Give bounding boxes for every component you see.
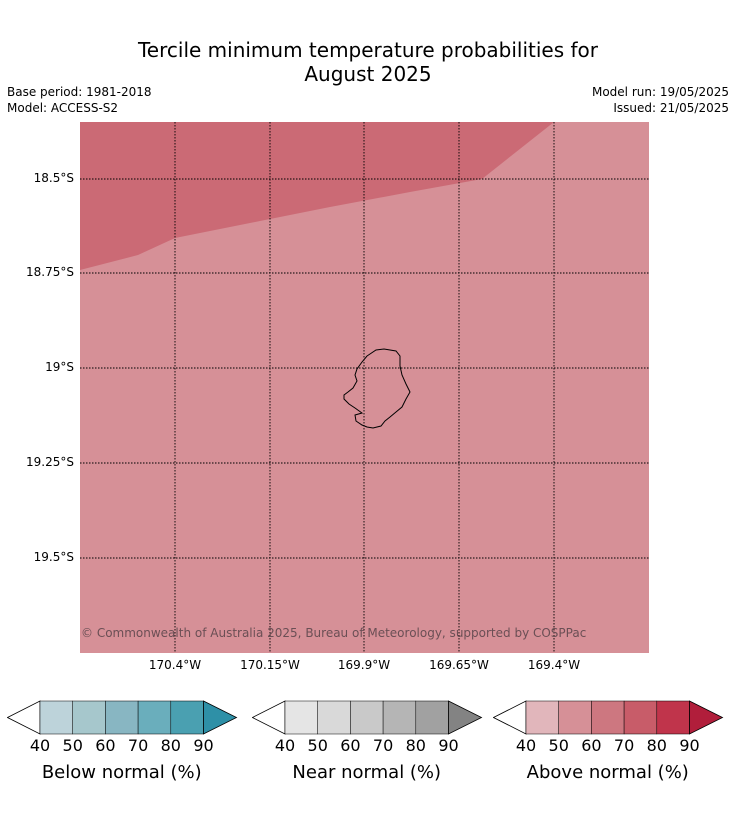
niue-island-outline (343, 348, 411, 429)
colorbar-tick-label: 80 (405, 736, 426, 755)
colorbar-strip (252, 700, 483, 735)
colorbar-tick-label: 90 (193, 736, 214, 755)
map-svg (80, 122, 649, 653)
colorbar-tick-label: 40 (29, 736, 51, 755)
meta-right: Model run: 19/05/2025 Issued: 21/05/2025 (592, 84, 729, 116)
colorbar-over-extension (448, 700, 483, 735)
colorbar-tick-label: 70 (372, 736, 394, 755)
colorbar-segment (105, 700, 139, 735)
colorbar-over-extension (689, 700, 724, 735)
colorbar-segment (350, 700, 384, 735)
lon-label: 169.9°W (337, 658, 391, 672)
colorbar-segment (558, 700, 592, 735)
base-period-text: Base period: 1981-2018 (7, 85, 152, 99)
lon-label: 169.65°W (429, 658, 489, 672)
colorbar-segment (525, 700, 559, 735)
colorbar-tick-label: 90 (438, 736, 459, 755)
colorbar-tick-label: 90 (679, 736, 700, 755)
colorbar-tick-label: 70 (613, 736, 635, 755)
colorbar-under-extension (7, 700, 41, 735)
lon-label: 170.4°W (148, 658, 202, 672)
meta-left: Base period: 1981-2018 Model: ACCESS-S2 (7, 84, 152, 116)
colorbar-label: Below normal (%) (41, 762, 202, 783)
colorbar-segment (284, 700, 318, 735)
title-line-1: Tercile minimum temperature probabilitie… (137, 38, 599, 62)
colorbar-tick-label: 60 (581, 736, 602, 755)
colorbar-tick-label: 50 (548, 736, 569, 755)
colorbar-label: Above normal (%) (526, 762, 689, 783)
colorbar-over-extension (203, 700, 238, 735)
lat-label: 19.25°S (26, 455, 74, 469)
map-panel (80, 122, 649, 653)
colorbar-segment (623, 700, 658, 735)
colorbar-tick-label: 60 (95, 736, 116, 755)
colorbar-under-extension (252, 700, 286, 735)
colorbar-tick-label: 50 (62, 736, 83, 755)
issued-text: Issued: 21/05/2025 (613, 101, 729, 115)
colorbar-segment (415, 700, 449, 735)
colorbar-segment (317, 700, 351, 735)
colorbar-tick-label: 40 (274, 736, 296, 755)
colorbar-tick-label: 40 (515, 736, 537, 755)
colorbar-segment (382, 700, 417, 735)
colorbar-tick-label: 60 (340, 736, 361, 755)
colorbar-tick-label: 80 (646, 736, 667, 755)
colorbar-segment (137, 700, 172, 735)
colorbar-strip (493, 700, 724, 735)
colorbar-label: Near normal (%) (292, 762, 442, 783)
copyright-notice: © Commonwealth of Australia 2025, Bureau… (81, 626, 587, 640)
colorbar-tick-label: 50 (307, 736, 328, 755)
lat-label: 19°S (45, 360, 74, 374)
colorbar-segment (39, 700, 73, 735)
model-run-text: Model run: 19/05/2025 (591, 85, 729, 99)
colorbar-strip (7, 700, 238, 735)
colorbar-tick-label: 70 (127, 736, 149, 755)
model-text: Model: ACCESS-S2 (7, 101, 119, 115)
lat-label: 18.5°S (33, 171, 74, 185)
lon-label: 169.4°W (527, 658, 581, 672)
colorbar-segment (170, 700, 204, 735)
map-title: Tercile minimum temperature probabilitie… (0, 38, 736, 86)
graticule (80, 122, 649, 653)
title-line-2: August 2025 (304, 62, 432, 86)
colorbar-segment (591, 700, 625, 735)
colorbar-segment (72, 700, 106, 735)
colorbar-under-extension (493, 700, 527, 735)
lat-label: 18.75°S (26, 265, 74, 279)
lon-label: 170.15°W (240, 658, 300, 672)
colorbar-segment (656, 700, 690, 735)
colorbar-tick-label: 80 (160, 736, 181, 755)
lat-label: 19.5°S (33, 550, 74, 564)
probability-region-70-80 (80, 122, 554, 270)
